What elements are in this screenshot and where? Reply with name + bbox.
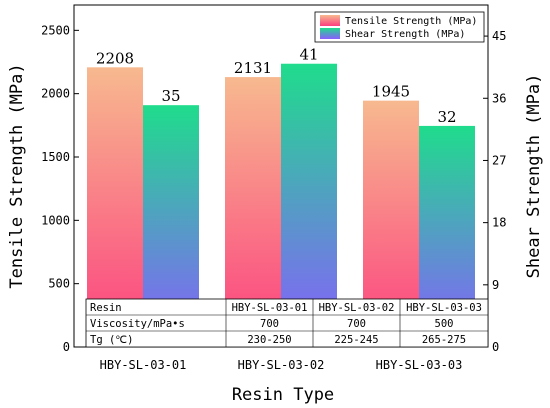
right-axis-ticks: 0 9 18 27 36 45	[483, 29, 506, 354]
table-cell-r0-c0: Resin	[90, 302, 122, 314]
data-label-tensile-1: 2208	[96, 49, 134, 67]
right-tick-label-3: 27	[492, 153, 506, 167]
right-tick-label-0: 0	[492, 340, 499, 354]
legend-label-tensile: Tensile Strength (MPa)	[345, 16, 477, 27]
right-tick-label-2: 18	[492, 216, 506, 230]
table-cell-r1-c0: Viscosity/mPa•s	[90, 318, 185, 330]
left-tick-label-3: 1500	[41, 150, 70, 164]
x-axis-title: Resin Type	[232, 385, 334, 405]
table-cell-r1-c1: 700	[260, 318, 279, 330]
legend-label-shear: Shear Strength (MPa)	[345, 29, 465, 40]
y-axis-title-left: Tensile Strength (MPa)	[7, 63, 27, 288]
data-label-shear-2: 41	[299, 46, 318, 64]
legend: Tensile Strength (MPa) Shear Strength (M…	[314, 11, 485, 43]
data-label-shear-3: 32	[437, 108, 456, 126]
left-axis-ticks: 0 500 1000 1500 2000 2500	[41, 23, 79, 354]
x-tick-label-1: HBY-SL-03-01	[100, 358, 187, 372]
table-cell-r2-c3: 265-275	[422, 334, 466, 346]
bar-labels: 2208 2131 1945 35 41 32	[96, 46, 457, 126]
table-cell-r2-c0: Tg (℃)	[90, 334, 133, 346]
y-axis-title-right: Shear Strength (MPa)	[524, 74, 544, 279]
right-tick-label-5: 45	[492, 29, 506, 43]
table-cell-r2-c2: 225-245	[334, 334, 378, 346]
table-cell-r0-c2: HBY-SL-03-02	[319, 302, 395, 314]
data-table: Resin HBY-SL-03-01 HBY-SL-03-02 HBY-SL-03-0…	[85, 298, 489, 348]
right-tick-label-1: 9	[492, 278, 499, 292]
right-tick-label-4: 36	[492, 91, 506, 105]
table-cell-r1-c2: 700	[347, 318, 366, 330]
x-tick-label-3: HBY-SL-03-03	[376, 358, 463, 372]
data-label-shear-1: 35	[161, 87, 180, 105]
table-cell-r0-c3: HBY-SL-03-03	[406, 302, 482, 314]
table-cell-r0-c1: HBY-SL-03-01	[232, 302, 308, 314]
legend-swatch-tensile	[320, 15, 340, 26]
left-tick-label-2: 1000	[41, 213, 70, 227]
legend-swatch-shear	[320, 28, 340, 39]
legend-box	[314, 11, 485, 43]
left-tick-label-1: 500	[48, 277, 70, 291]
table-cell-r2-c1: 230-250	[247, 334, 291, 346]
left-tick-label-4: 2000	[41, 87, 70, 101]
table-cell-r1-c3: 500	[435, 318, 454, 330]
x-axis-ticks: HBY-SL-03-01 HBY-SL-03-02 HBY-SL-03-03	[100, 342, 463, 372]
table-background	[85, 298, 489, 348]
x-tick-label-2: HBY-SL-03-02	[238, 358, 325, 372]
left-tick-label-0: 0	[63, 340, 70, 354]
data-label-tensile-3: 1945	[372, 83, 410, 101]
data-label-tensile-2: 2131	[234, 59, 272, 77]
left-tick-label-5: 2500	[41, 23, 70, 37]
